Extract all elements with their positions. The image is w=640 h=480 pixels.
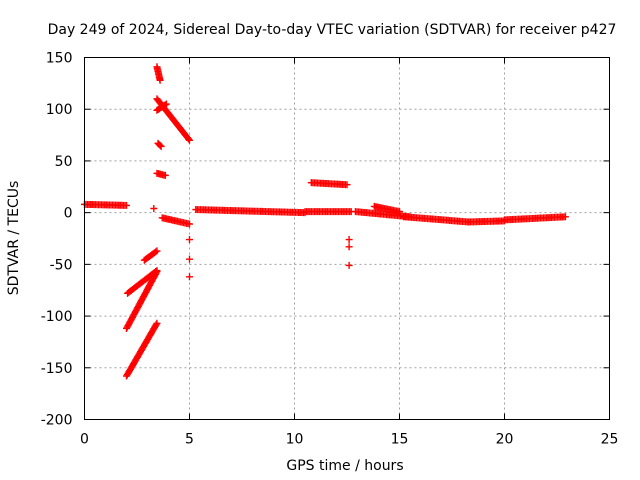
y-tick-label: 50 (55, 154, 73, 170)
data-point-arc-mid-1 (157, 142, 165, 150)
data-point-isolated (186, 236, 193, 244)
x-tick-label: 15 (391, 432, 409, 448)
data-point-arc-tail-5 (561, 213, 569, 221)
data-point-arc-0-2h (123, 201, 130, 209)
data-point-isolated (150, 205, 158, 213)
x-tick-label: 5 (185, 432, 194, 448)
x-tick-label: 20 (496, 432, 514, 448)
data-point-arc-high-3 (162, 100, 170, 108)
y-tick-label: 150 (46, 51, 73, 67)
data-point-isolated (345, 261, 353, 269)
data-point-isolated (345, 243, 353, 251)
data-point-arc-tail-2 (396, 208, 403, 216)
y-tick-label: -100 (41, 309, 73, 325)
axis-ticks (84, 57, 610, 420)
data-point-arc-low-1 (152, 321, 160, 329)
data-point-arc-high-1 (156, 76, 164, 84)
chart-title: Day 249 of 2024, Sidereal Day-to-day VTE… (48, 22, 617, 38)
data-point-isolated (186, 273, 193, 281)
plot-frame (84, 57, 610, 420)
grid-lines (84, 57, 610, 420)
x-tick-label: 0 (80, 432, 89, 448)
y-tick-label: -150 (41, 361, 73, 377)
data-points (81, 63, 569, 380)
y-tick-label: -200 (41, 413, 73, 429)
data-point-arc-mid-1 (156, 141, 164, 149)
y-tick-label: -50 (50, 257, 73, 273)
data-point-arc-high-3 (161, 101, 169, 109)
x-axis-label: GPS time / hours (286, 458, 403, 474)
data-point-arc-low-4 (152, 248, 160, 256)
y-axis-label: SDTVAR / TECUs (6, 181, 22, 296)
x-tick-label: 25 (601, 432, 619, 448)
y-tick-label: 0 (64, 206, 73, 222)
data-point-arc-high-2 (186, 136, 193, 144)
data-point-arc-low-1 (153, 319, 161, 327)
data-point-arc-bump (343, 181, 351, 189)
data-point-arc-low-3 (152, 268, 160, 276)
data-point-isolated (345, 236, 353, 244)
data-point-isolated (186, 255, 193, 263)
x-tick-label: 10 (286, 432, 304, 448)
data-point-arc-low-3 (153, 267, 161, 275)
y-tick-label: 100 (46, 102, 73, 118)
data-point-arc-high-2 (185, 135, 193, 143)
data-point-arc-mid-2 (161, 171, 169, 179)
tick-labels: 0 5 10 15 20 25 -200 -150 -100 -50 0 50 100 150 (41, 51, 619, 448)
data-point-arc-low-4 (153, 247, 161, 255)
data-point-arc-near0 (186, 220, 193, 228)
